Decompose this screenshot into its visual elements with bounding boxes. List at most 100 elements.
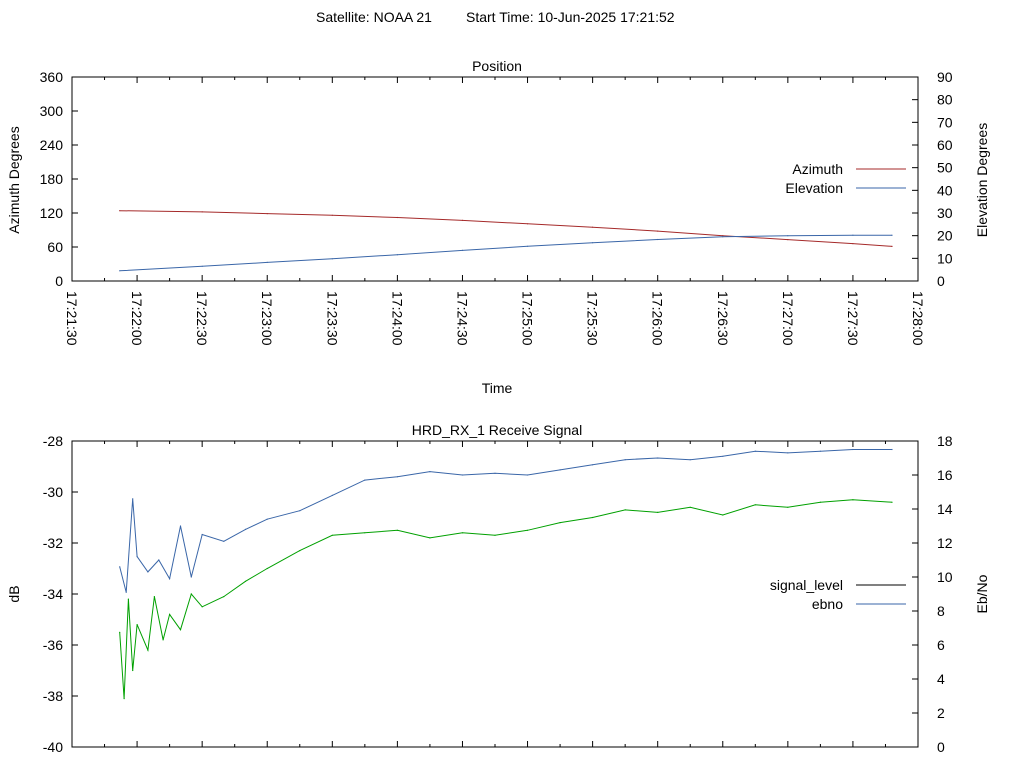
signal-point-signal — [891, 501, 893, 503]
signal-point-ebno — [689, 459, 691, 461]
legend-ebno-label: ebno — [812, 596, 843, 612]
signal-point-signal — [364, 532, 366, 534]
signal-point-ebno — [396, 476, 398, 478]
signal-point-ebno — [223, 540, 225, 542]
position-point-azimuth — [396, 216, 398, 219]
position-x-tick-label: 17:25:30 — [585, 291, 601, 346]
signal-point-signal — [331, 534, 333, 536]
signal-point-signal — [153, 596, 155, 598]
position-x-tick-label: 17:25:00 — [520, 291, 536, 346]
signal-left-tick-label: -28 — [43, 433, 63, 449]
position-point-azimuth — [891, 245, 893, 247]
position-point-elevation — [526, 245, 529, 247]
position-right-tick-label: 70 — [937, 114, 953, 130]
signal-point-ebno — [132, 498, 134, 500]
position-series-azimuth — [119, 210, 893, 247]
signal-point-signal — [722, 514, 724, 516]
position-point-azimuth — [526, 223, 529, 225]
signal-legend: signal_level ebno — [770, 577, 906, 612]
position-point-azimuth — [266, 213, 268, 215]
signal-title: HRD_RX_1 Receive Signal — [412, 422, 582, 438]
position-point-azimuth — [201, 211, 203, 213]
signal-point-ebno — [592, 464, 594, 466]
position-point-azimuth — [331, 214, 333, 216]
signal-point-signal — [624, 509, 626, 511]
signal-point-signal — [461, 532, 464, 534]
start-time-title: Start Time: 10-Jun-2025 17:21:52 — [466, 9, 675, 25]
signal-point-signal — [223, 596, 225, 598]
position-right-tick-label: 10 — [937, 250, 953, 266]
position-point-azimuth — [657, 230, 659, 232]
position-point-elevation — [461, 249, 464, 251]
position-x-tick-label: 17:21:30 — [64, 291, 80, 346]
position-x-tick-label: 17:27:00 — [780, 291, 796, 346]
position-x-tick-label: 17:23:30 — [324, 291, 340, 346]
position-point-elevation — [396, 254, 398, 256]
signal-point-signal — [754, 504, 756, 506]
signal-point-ebno — [125, 591, 127, 593]
position-x-tick-label: 17:22:30 — [194, 291, 210, 346]
signal-point-signal — [244, 580, 247, 582]
position-x-tick-label: 17:23:00 — [259, 291, 275, 346]
signal-point-signal — [123, 698, 125, 700]
position-left-tick-label: 180 — [40, 171, 64, 187]
position-x-tick-label: 17:24:00 — [389, 291, 405, 346]
signal-point-ebno — [657, 457, 659, 459]
position-point-azimuth — [592, 226, 594, 228]
signal-point-ebno — [819, 450, 822, 452]
signal-right-tick-label: 18 — [937, 433, 953, 449]
signal-point-signal — [162, 639, 164, 641]
position-right-tick-label: 50 — [937, 160, 953, 176]
signal-point-ebno — [559, 469, 561, 471]
signal-right-tick-label: 8 — [937, 603, 945, 619]
signal-point-signal — [190, 593, 192, 595]
position-plot-area — [71, 76, 919, 282]
signal-point-signal — [169, 613, 171, 616]
position-right-tick-label: 0 — [937, 273, 945, 289]
position-left-tick-label: 300 — [40, 103, 64, 119]
ebno-axis-label: Eb/No — [974, 574, 990, 613]
position-x-tick-label: 17:27:30 — [845, 291, 861, 346]
signal-series-ebno — [119, 449, 892, 593]
signal-point-signal — [201, 606, 203, 608]
position-left-tick-label: 240 — [40, 137, 64, 153]
position-point-elevation — [266, 261, 268, 263]
signal-point-signal — [266, 567, 268, 570]
position-chart: Position 0 60 120 180 240 300 360 0 10 20 30 40 50 60… — [6, 58, 990, 396]
signal-point-signal — [559, 522, 561, 524]
signal-right-tick-label: 12 — [937, 535, 953, 551]
position-x-tick-label: 17:22:00 — [129, 291, 145, 346]
position-point-elevation — [592, 242, 594, 244]
signal-point-ebno — [158, 559, 160, 561]
signal-right-tick-label: 10 — [937, 569, 953, 585]
position-left-tick-label: 60 — [47, 239, 63, 255]
signal-point-signal — [526, 529, 529, 531]
position-x-tick-label: 17:26:30 — [715, 291, 731, 346]
signal-point-signal — [127, 598, 129, 600]
position-x-tick-label: 17:28:00 — [910, 291, 926, 346]
position-point-azimuth — [787, 239, 789, 241]
position-left-tick-label: 120 — [40, 205, 64, 221]
position-left-tick-label: 0 — [55, 273, 63, 289]
signal-left-tick-label: -32 — [43, 535, 63, 551]
signal-point-signal — [689, 506, 691, 508]
position-right-tick-label: 60 — [937, 137, 953, 153]
signal-point-ebno — [891, 448, 893, 451]
signal-point-signal — [429, 537, 431, 539]
elevation-axis-label: Elevation Degrees — [974, 123, 990, 237]
db-axis-label: dB — [6, 585, 22, 602]
signal-point-ebno — [624, 459, 626, 461]
signal-plot-area — [71, 440, 919, 748]
signal-point-ebno — [494, 472, 496, 474]
position-point-elevation — [722, 236, 724, 238]
position-right-tick-label: 80 — [937, 92, 953, 108]
position-point-elevation — [852, 234, 854, 236]
signal-right-tick-label: 6 — [937, 637, 945, 653]
signal-point-signal — [147, 649, 149, 651]
signal-right-tick-label: 2 — [937, 705, 945, 721]
signal-point-signal — [299, 550, 301, 552]
signal-point-ebno — [429, 471, 431, 473]
signal-point-ebno — [190, 576, 192, 578]
position-right-tick-label: 20 — [937, 228, 953, 244]
